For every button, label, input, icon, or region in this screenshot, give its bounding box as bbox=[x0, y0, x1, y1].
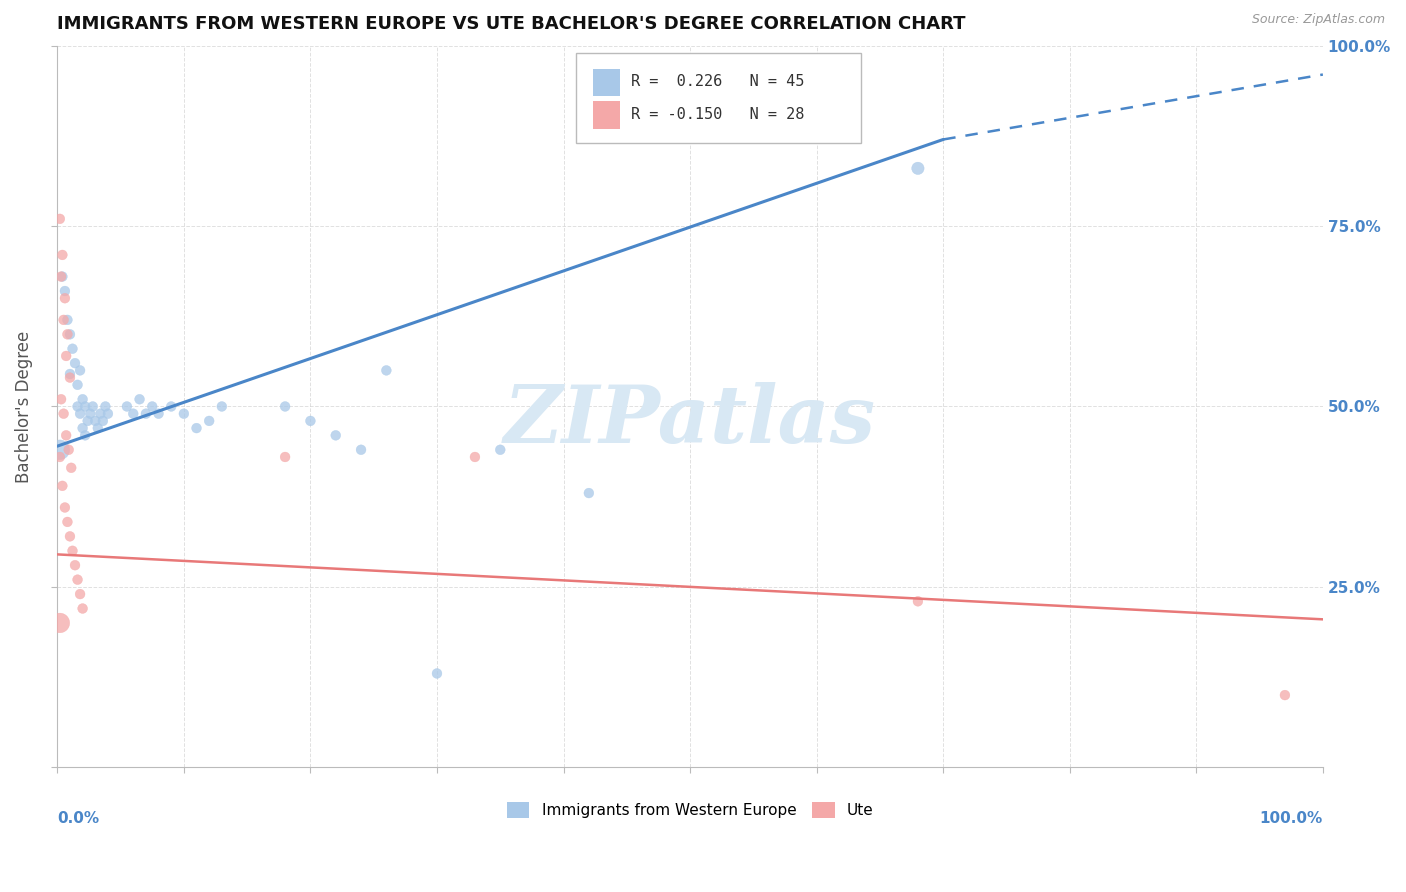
Point bbox=[51, 269, 73, 284]
Point bbox=[141, 400, 163, 414]
Point bbox=[907, 161, 929, 176]
Point bbox=[59, 370, 82, 384]
Point bbox=[89, 407, 111, 421]
Point bbox=[60, 460, 83, 475]
Point bbox=[1274, 688, 1296, 702]
Point bbox=[69, 363, 91, 377]
Point bbox=[274, 400, 297, 414]
Point bbox=[66, 377, 89, 392]
Point bbox=[84, 414, 107, 428]
Point bbox=[82, 400, 104, 414]
Point bbox=[87, 421, 110, 435]
Point bbox=[62, 543, 84, 558]
Point bbox=[299, 414, 322, 428]
Point bbox=[198, 414, 221, 428]
Point bbox=[55, 349, 77, 363]
Point bbox=[69, 587, 91, 601]
Bar bbox=[593, 69, 620, 96]
Point bbox=[274, 450, 297, 464]
Point bbox=[56, 327, 79, 342]
Point bbox=[56, 515, 79, 529]
Point bbox=[56, 313, 79, 327]
Point bbox=[122, 407, 145, 421]
Point bbox=[325, 428, 347, 442]
Text: R = -0.150   N = 28: R = -0.150 N = 28 bbox=[631, 107, 804, 121]
Point bbox=[66, 573, 89, 587]
Point bbox=[75, 428, 97, 442]
Point bbox=[135, 407, 157, 421]
Point bbox=[66, 400, 89, 414]
Point bbox=[91, 414, 114, 428]
Point bbox=[72, 421, 94, 435]
Text: IMMIGRANTS FROM WESTERN EUROPE VS UTE BACHELOR'S DEGREE CORRELATION CHART: IMMIGRANTS FROM WESTERN EUROPE VS UTE BA… bbox=[58, 15, 966, 33]
Text: R =  0.226   N = 45: R = 0.226 N = 45 bbox=[631, 74, 804, 89]
Text: Source: ZipAtlas.com: Source: ZipAtlas.com bbox=[1251, 13, 1385, 27]
Point bbox=[52, 407, 75, 421]
Point bbox=[62, 342, 84, 356]
Point bbox=[59, 367, 82, 381]
Bar bbox=[593, 101, 620, 128]
Point bbox=[350, 442, 373, 457]
Text: 0.0%: 0.0% bbox=[58, 811, 100, 826]
Point bbox=[72, 392, 94, 407]
Point bbox=[94, 400, 117, 414]
Point bbox=[49, 450, 72, 464]
Point bbox=[578, 486, 600, 500]
Point bbox=[63, 356, 86, 370]
Point bbox=[426, 666, 449, 681]
Point bbox=[97, 407, 120, 421]
Y-axis label: Bachelor's Degree: Bachelor's Degree bbox=[15, 330, 32, 483]
Point bbox=[160, 400, 183, 414]
Point bbox=[53, 284, 76, 298]
Point bbox=[115, 400, 138, 414]
Point bbox=[69, 407, 91, 421]
Point bbox=[58, 442, 80, 457]
Point bbox=[49, 442, 72, 457]
Point bbox=[75, 400, 97, 414]
Point bbox=[53, 500, 76, 515]
Point bbox=[128, 392, 150, 407]
Point bbox=[489, 442, 512, 457]
Point bbox=[375, 363, 398, 377]
Point bbox=[51, 248, 73, 262]
Text: ZIPatlas: ZIPatlas bbox=[503, 382, 876, 459]
Text: 100.0%: 100.0% bbox=[1260, 811, 1323, 826]
Point bbox=[79, 407, 101, 421]
Point bbox=[52, 313, 75, 327]
Point bbox=[55, 428, 77, 442]
Point bbox=[907, 594, 929, 608]
Point bbox=[49, 211, 72, 226]
Point bbox=[59, 529, 82, 543]
Point bbox=[53, 291, 76, 305]
Legend: Immigrants from Western Europe, Ute: Immigrants from Western Europe, Ute bbox=[501, 797, 880, 824]
Point bbox=[49, 269, 72, 284]
Point bbox=[59, 327, 82, 342]
Point bbox=[51, 479, 73, 493]
Point bbox=[173, 407, 195, 421]
Point bbox=[464, 450, 486, 464]
Point bbox=[72, 601, 94, 615]
Point bbox=[148, 407, 170, 421]
Point bbox=[49, 615, 72, 630]
Point bbox=[211, 400, 233, 414]
FancyBboxPatch shape bbox=[576, 53, 860, 143]
Point bbox=[49, 392, 72, 407]
Point bbox=[76, 414, 98, 428]
Point bbox=[63, 558, 86, 573]
Point bbox=[186, 421, 208, 435]
